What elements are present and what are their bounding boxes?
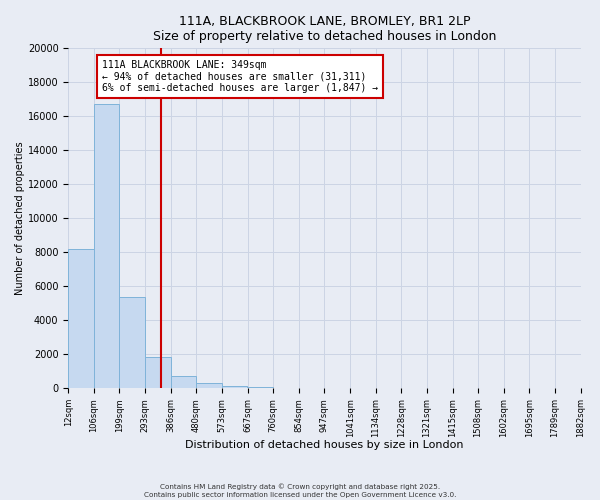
Text: Contains HM Land Registry data © Crown copyright and database right 2025.
Contai: Contains HM Land Registry data © Crown c… (144, 484, 456, 498)
Bar (119, 296, 145, 388)
Y-axis label: Number of detached properties: Number of detached properties (15, 142, 25, 295)
Title: 111A, BLACKBROOK LANE, BROMLEY, BR1 2LP
Size of property relative to detached ho: 111A, BLACKBROOK LANE, BROMLEY, BR1 2LP … (152, 15, 496, 43)
Bar (145, 357, 171, 388)
Text: 111A BLACKBROOK LANE: 349sqm
← 94% of detached houses are smaller (31,311)
6% of: 111A BLACKBROOK LANE: 349sqm ← 94% of de… (101, 60, 377, 94)
Bar (196, 384, 222, 388)
X-axis label: Distribution of detached houses by size in London: Distribution of detached houses by size … (185, 440, 464, 450)
Bar (222, 386, 247, 388)
Bar (94, 104, 119, 389)
Bar (248, 386, 273, 388)
Bar (171, 376, 196, 388)
Bar (68, 249, 94, 388)
